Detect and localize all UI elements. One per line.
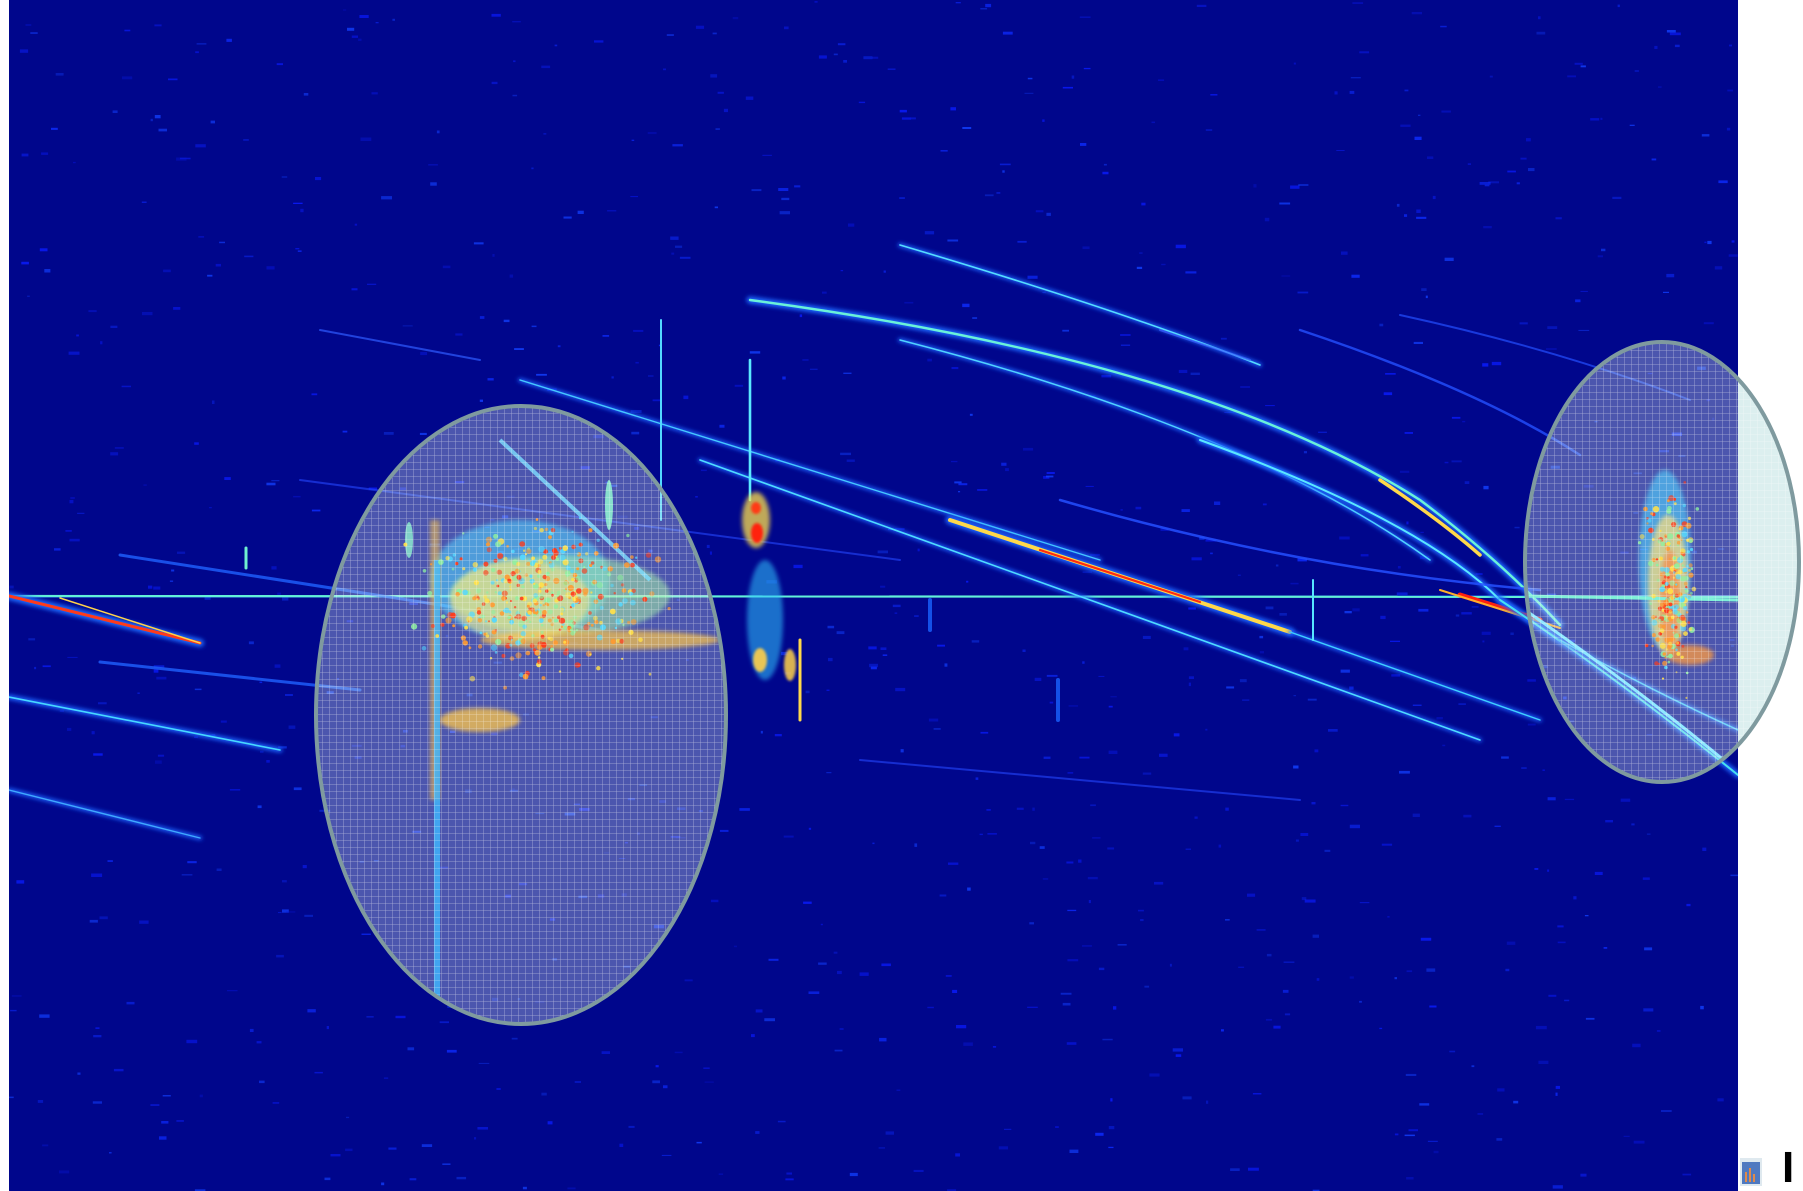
highlight-region-left	[314, 404, 728, 1026]
highlight-region-right	[1523, 340, 1801, 784]
chart-thumbnail-icon	[1740, 1158, 1762, 1186]
energy-clusters	[742, 492, 796, 681]
noise-speckles	[9, 1, 1738, 1191]
horizontal-tone	[9, 592, 1738, 601]
corner-glyph: I	[1782, 1148, 1795, 1188]
